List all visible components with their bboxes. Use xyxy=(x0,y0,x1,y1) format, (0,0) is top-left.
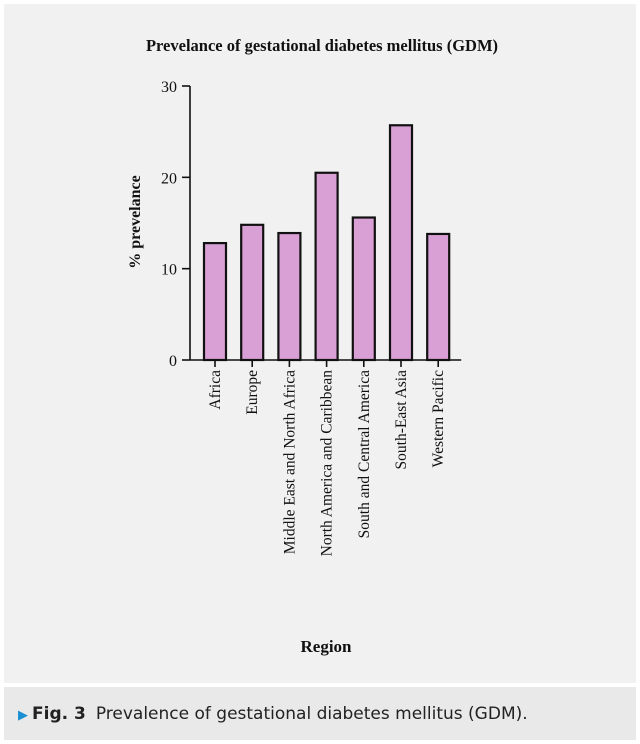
x-tick-label: South-East Asia xyxy=(393,370,410,470)
x-axis-label: Region xyxy=(301,637,353,656)
caption-line: ▶ Fig. 3 Prevalence of gestational diabete… xyxy=(18,704,528,724)
caption-text: Prevalence of gestational diabetes melli… xyxy=(95,703,528,724)
x-tick-label: Europe xyxy=(244,370,261,415)
caption-arrow-icon: ▶ xyxy=(18,707,28,723)
x-tick-label: Middle East and North Africa xyxy=(281,370,298,554)
bar xyxy=(202,241,228,362)
x-tick-label: North America and Caribbean xyxy=(319,370,336,557)
plot-area: 0 10 20 30 Africa Europe Middle East and North… xyxy=(161,79,462,557)
y-tick-label: 10 xyxy=(161,262,177,279)
y-tick-label: 30 xyxy=(161,79,177,96)
caption-label: Fig. 3 xyxy=(32,703,86,724)
x-tick-label: Western Pacific xyxy=(430,370,447,467)
chart-title: Prevelance of gestational diabetes melli… xyxy=(146,36,498,55)
bar xyxy=(240,223,265,362)
bar xyxy=(388,124,414,362)
x-tick-label: South and Central America xyxy=(356,370,373,538)
y-tick-label: 0 xyxy=(169,353,177,370)
x-tick-label: Africa xyxy=(207,370,224,410)
y-tick-label: 20 xyxy=(161,170,177,187)
y-axis-label: % prevelance xyxy=(127,175,144,268)
bar xyxy=(314,171,339,362)
figure-caption: ▶ Fig. 3 Prevalence of gestational diabete… xyxy=(4,687,636,740)
bar xyxy=(351,216,376,362)
bar xyxy=(277,231,302,362)
bar xyxy=(426,232,451,362)
